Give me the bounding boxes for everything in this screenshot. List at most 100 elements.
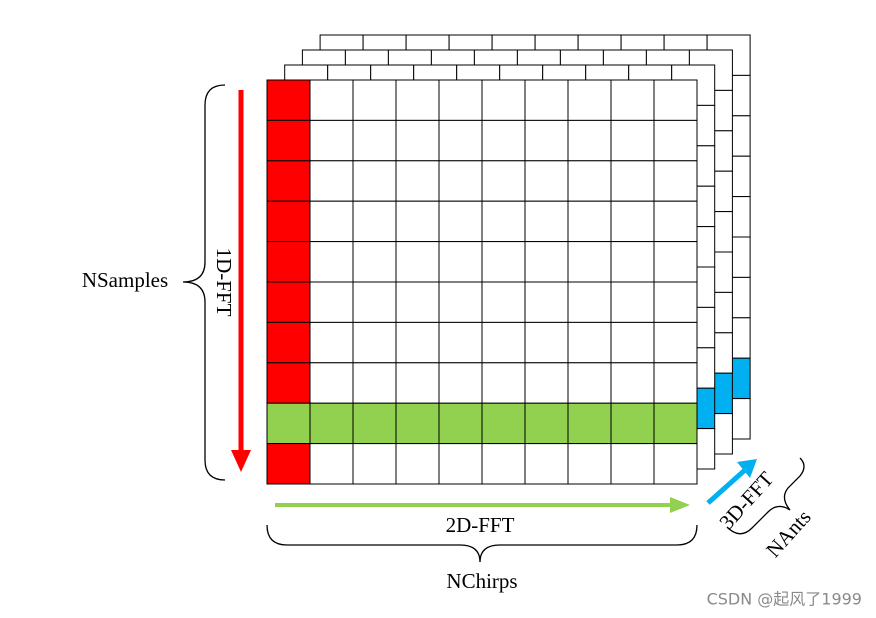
fft3-label: 3D-FFT — [714, 467, 778, 534]
grid-cell — [352, 281, 397, 323]
grid-cell — [309, 200, 354, 243]
grid-cell — [438, 321, 483, 364]
grid-cell — [567, 160, 612, 202]
grid-cell — [352, 119, 397, 162]
grid-cell — [481, 160, 526, 202]
grid-cell — [352, 362, 397, 404]
grid-cell — [567, 241, 612, 283]
grid-cell — [395, 362, 440, 404]
grid-cell — [438, 119, 483, 162]
grid-cell — [481, 241, 526, 283]
grid-cell — [610, 362, 655, 404]
grid-cell — [266, 281, 311, 323]
left-brace — [182, 84, 226, 481]
bottom-brace — [266, 524, 698, 563]
grid-cell — [524, 362, 569, 404]
grid-cell — [309, 119, 354, 162]
grid-cell — [481, 79, 526, 121]
grid-cell — [352, 200, 397, 243]
grid-cell — [395, 79, 440, 121]
grid-cell — [266, 160, 311, 202]
grid-cell — [309, 160, 354, 202]
grid-cell — [653, 443, 698, 485]
grid-cell — [524, 281, 569, 323]
grid-cell — [524, 79, 569, 121]
grid-cell — [438, 402, 483, 445]
grid-cell — [524, 241, 569, 283]
grid-cell — [352, 79, 397, 121]
grid-cell — [610, 160, 655, 202]
grid-cell — [266, 321, 311, 364]
grid-cell — [567, 321, 612, 364]
grid-cell — [610, 79, 655, 121]
grid-cell — [395, 160, 440, 202]
grid-cell — [567, 362, 612, 404]
watermark: CSDN @起风了1999 — [707, 590, 862, 609]
grid-cell — [481, 443, 526, 485]
grid-cell — [438, 443, 483, 485]
grid-cell — [653, 200, 698, 243]
cube-grid — [266, 34, 751, 485]
grid-cell — [653, 362, 698, 404]
grid-cell — [352, 241, 397, 283]
nsamples-label: NSamples — [82, 268, 168, 292]
grid-cell — [653, 160, 698, 202]
grid-cell — [524, 200, 569, 243]
nchirps-label: NChirps — [446, 569, 517, 593]
grid-cell — [567, 79, 612, 121]
grid-cell — [567, 281, 612, 323]
grid-cell — [610, 321, 655, 364]
grid-cell — [395, 200, 440, 243]
grid-cell — [610, 402, 655, 445]
nants-label: NAnts — [761, 505, 816, 562]
grid-cell — [309, 362, 354, 404]
grid-cell — [395, 443, 440, 485]
green-arrow-head — [670, 497, 690, 513]
blue-arrow-head — [737, 459, 757, 478]
grid-cell — [438, 200, 483, 243]
grid-cell — [438, 281, 483, 323]
grid-cell — [481, 402, 526, 445]
grid-cell — [395, 119, 440, 162]
grid-cell — [309, 79, 354, 121]
grid-cell — [438, 362, 483, 404]
grid-cell — [653, 79, 698, 121]
grid-cell — [438, 241, 483, 283]
grid-cell — [567, 402, 612, 445]
grid-cell — [481, 119, 526, 162]
grid-cell — [352, 443, 397, 485]
grid-cell — [352, 160, 397, 202]
grid-cell — [653, 281, 698, 323]
grid-cell — [653, 119, 698, 162]
grid-cell — [266, 443, 311, 485]
red-arrow-head — [231, 450, 251, 472]
grid-cell — [352, 402, 397, 445]
grid-cell — [524, 443, 569, 485]
grid-cell — [524, 119, 569, 162]
grid-cell — [481, 321, 526, 364]
grid-cell — [567, 443, 612, 485]
grid-cell — [610, 281, 655, 323]
grid-cell — [481, 200, 526, 243]
grid-cell — [395, 402, 440, 445]
grid-cell — [309, 281, 354, 323]
grid-cell — [395, 241, 440, 283]
grid-cell — [309, 443, 354, 485]
grid-cell — [481, 362, 526, 404]
grid-cell — [524, 402, 569, 445]
grid-cell — [309, 402, 354, 445]
grid-cell — [524, 321, 569, 364]
grid-cell — [567, 200, 612, 243]
grid-cell — [438, 79, 483, 121]
grid-cell — [395, 321, 440, 364]
grid-cell — [653, 402, 698, 445]
ants-brace — [726, 457, 805, 535]
grid-cell — [653, 321, 698, 364]
grid-cell — [653, 241, 698, 283]
grid-cell — [266, 402, 311, 445]
grid-cell — [610, 241, 655, 283]
grid-cell — [309, 321, 354, 364]
grid-cell — [309, 241, 354, 283]
grid-cell — [524, 160, 569, 202]
